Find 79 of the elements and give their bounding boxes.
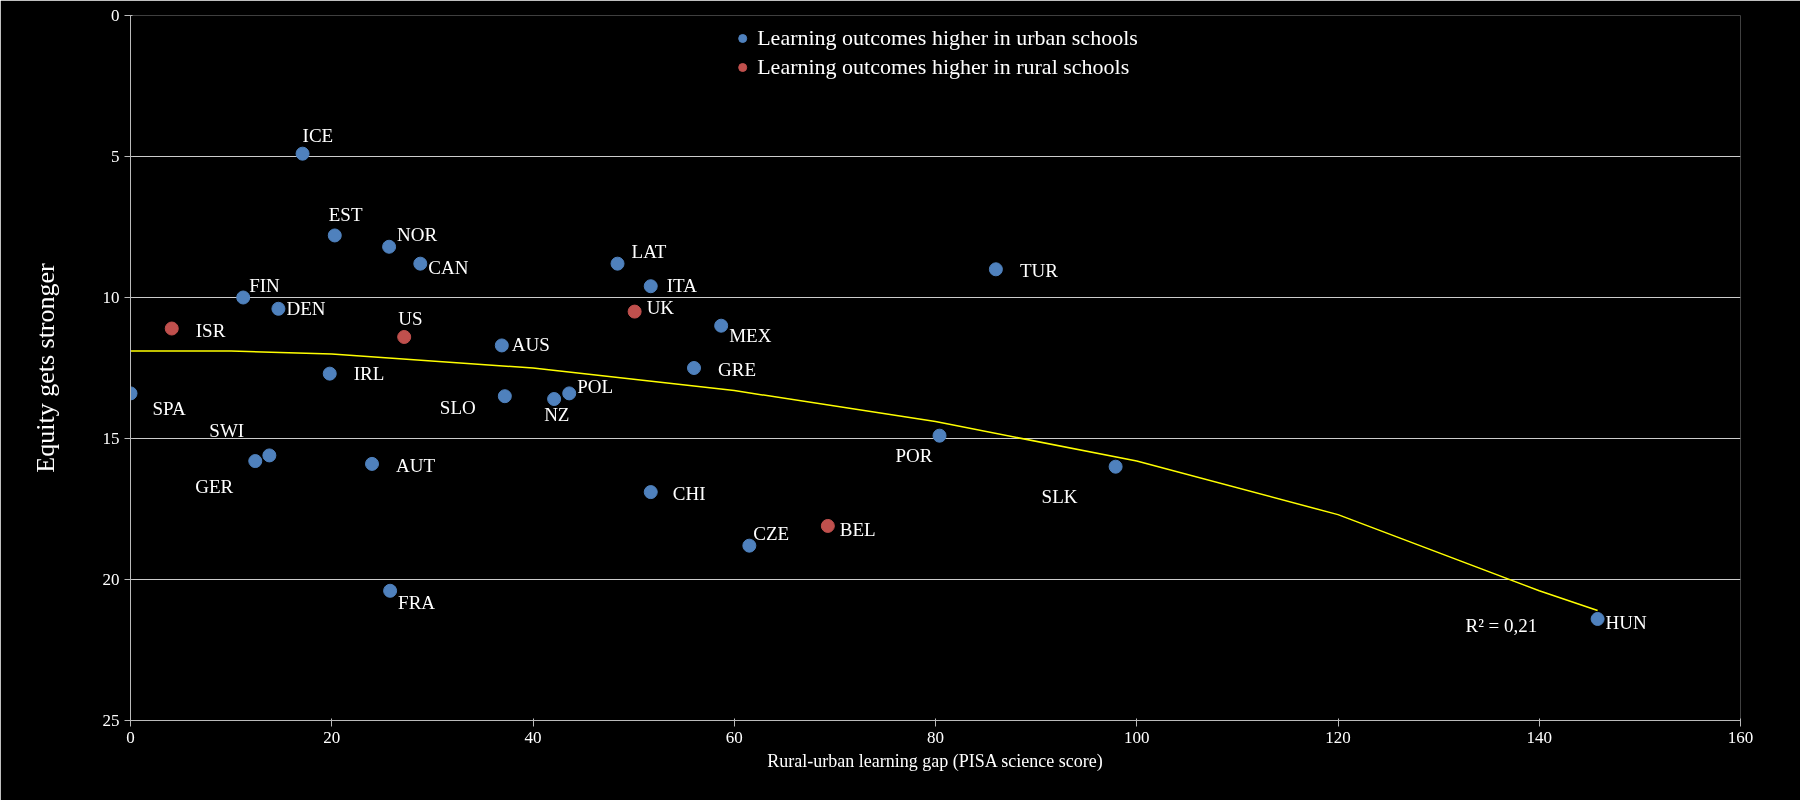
- annotation: AUS: [511, 334, 550, 356]
- y-tick-label: 20: [102, 570, 120, 589]
- point: [236, 290, 251, 305]
- y-tick-label: 0: [111, 6, 120, 25]
- x-tick-label: 100: [1124, 727, 1150, 747]
- annotation: LAT: [631, 240, 667, 262]
- point: [687, 361, 701, 375]
- annotation: ICE: [302, 124, 334, 146]
- annotation: MEX: [729, 324, 772, 346]
- annotation: US: [398, 307, 423, 329]
- annotation: DEN: [286, 297, 326, 319]
- annotation: HUN: [1605, 611, 1648, 633]
- point: [610, 256, 625, 271]
- annotation: SLO: [439, 397, 476, 419]
- point: [547, 392, 562, 407]
- point: [164, 321, 179, 336]
- legend-label: Learning outcomes higher in urban schools: [757, 25, 1138, 51]
- x-tick-label: 0: [126, 727, 135, 747]
- point: [413, 256, 428, 271]
- point: [383, 583, 398, 598]
- y-tick-label: 15: [102, 429, 120, 448]
- y-axis-title: Equity gets stronger: [30, 262, 60, 473]
- point: [497, 389, 512, 404]
- annotation: CHI: [672, 483, 706, 505]
- annotation: SWI: [209, 420, 245, 442]
- annotation: UK: [646, 296, 675, 318]
- x-tick-label: 40: [524, 727, 542, 747]
- annotation: ISR: [195, 319, 226, 341]
- x-tick-label: 20: [323, 727, 341, 747]
- annotation: ITA: [666, 275, 698, 297]
- x-tick-label: 140: [1526, 727, 1552, 747]
- point: [643, 279, 658, 294]
- x-tick-label: 60: [725, 727, 743, 747]
- y-tick-label: 5: [111, 147, 120, 166]
- point: [248, 454, 263, 469]
- point: [1590, 611, 1605, 626]
- point: [820, 518, 835, 533]
- annotation: POR: [895, 444, 933, 466]
- point: [327, 228, 342, 243]
- legend-label: Learning outcomes higher in rural schools: [757, 54, 1130, 80]
- x-tick-label: 80: [927, 727, 944, 747]
- annotation: EST: [328, 204, 363, 226]
- point: [988, 262, 1003, 277]
- x-tick-label: 120: [1325, 727, 1351, 747]
- y-tick-label: 10: [102, 288, 120, 307]
- y-tick-label: 25: [102, 711, 120, 730]
- point: [365, 456, 379, 471]
- point: [1108, 459, 1123, 474]
- annotation: SLK: [1041, 485, 1078, 507]
- annotation: R² = 0,21: [1465, 614, 1538, 636]
- annotation: CAN: [428, 256, 469, 278]
- point: [295, 146, 310, 161]
- annotation: POL: [577, 376, 614, 398]
- annotation: TUR: [1019, 260, 1059, 282]
- point: [742, 538, 757, 553]
- point: [271, 301, 286, 316]
- point: [322, 366, 337, 381]
- annotation: GER: [195, 476, 234, 498]
- point: [262, 448, 277, 463]
- annotation: NOR: [397, 223, 438, 245]
- x-tick-label: 160: [1727, 727, 1754, 747]
- point: [643, 485, 658, 500]
- annotation: SPA: [152, 398, 186, 420]
- point: [382, 239, 397, 254]
- annotation: BEL: [839, 518, 876, 540]
- x-axis-title: Rural-urban learning gap (PISA science score): [767, 750, 1103, 772]
- annotation: GRE: [718, 359, 756, 380]
- point: [932, 428, 947, 443]
- point: [494, 338, 509, 353]
- annotation: IRL: [353, 362, 385, 384]
- point: [714, 318, 729, 333]
- annotation: FIN: [249, 274, 281, 296]
- point: [562, 386, 577, 401]
- annotation: NZ: [544, 404, 570, 426]
- annotation: AUT: [396, 454, 436, 476]
- annotation: CZE: [753, 522, 790, 544]
- point: [397, 329, 412, 344]
- point: [627, 304, 642, 319]
- annotation: FRA: [398, 591, 436, 613]
